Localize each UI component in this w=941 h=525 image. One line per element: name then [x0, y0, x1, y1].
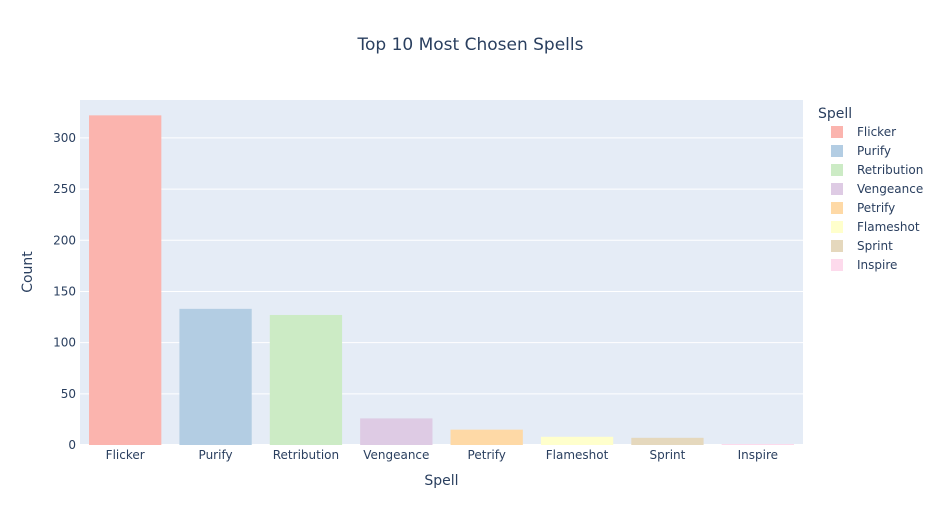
x-tick-label: Sprint — [650, 448, 686, 462]
legend: Spell Flicker Purify Retribution Vengeance P… — [818, 106, 923, 272]
x-tick-label: Purify — [199, 448, 233, 462]
legend-item-vengeance[interactable]: Vengeance — [831, 182, 923, 196]
y-tick-label: 100 — [53, 336, 76, 350]
x-tick-label: Petrify — [468, 448, 506, 462]
bar-flameshot[interactable] — [540, 436, 614, 445]
y-tick-label: 200 — [53, 233, 76, 247]
legend-item-flameshot[interactable]: Flameshot — [831, 220, 920, 234]
legend-label: Petrify — [857, 201, 895, 215]
legend-label: Vengeance — [857, 182, 923, 196]
y-tick-label: 300 — [53, 131, 76, 145]
y-tick-label: 150 — [53, 284, 76, 298]
bar-retribution[interactable] — [269, 314, 343, 445]
legend-swatch — [831, 221, 843, 233]
y-tick-label: 250 — [53, 182, 76, 196]
bar-inspire[interactable] — [721, 443, 794, 445]
legend-item-purify[interactable]: Purify — [831, 144, 891, 158]
y-axis-title: Count — [20, 251, 36, 293]
bars — [89, 115, 794, 446]
legend-label: Flameshot — [857, 220, 920, 234]
legend-swatch — [831, 240, 843, 252]
bar-vengeance[interactable] — [360, 418, 433, 445]
x-tick-label: Flicker — [106, 448, 145, 462]
y-axis-ticks: 0 50 100 150 200 250 300 — [53, 131, 76, 452]
legend-item-flicker[interactable]: Flicker — [831, 125, 896, 139]
legend-title: Spell — [818, 106, 852, 122]
bar-petrify[interactable] — [450, 429, 523, 445]
x-axis-ticks: Flicker Purify Retribution Vengeance Petrify… — [106, 448, 778, 462]
legend-label: Inspire — [857, 258, 897, 272]
x-axis-title: Spell — [424, 473, 458, 489]
legend-label: Retribution — [857, 163, 923, 177]
x-tick-label: Retribution — [273, 448, 339, 462]
x-tick-label: Vengeance — [363, 448, 429, 462]
legend-item-petrify[interactable]: Petrify — [831, 201, 895, 215]
legend-swatch — [831, 183, 843, 195]
chart-title: Top 10 Most Chosen Spells — [356, 35, 583, 55]
bar-sprint[interactable] — [631, 437, 704, 445]
x-tick-label: Flameshot — [546, 448, 609, 462]
legend-swatch — [831, 126, 843, 138]
legend-swatch — [831, 164, 843, 176]
bar-purify[interactable] — [179, 308, 252, 445]
legend-label: Flicker — [857, 125, 896, 139]
legend-swatch — [831, 259, 843, 271]
legend-swatch — [831, 145, 843, 157]
x-tick-label: Inspire — [738, 448, 778, 462]
legend-swatch — [831, 202, 843, 214]
bar-flicker[interactable] — [89, 115, 162, 446]
legend-label: Sprint — [857, 239, 893, 253]
legend-label: Purify — [857, 144, 891, 158]
y-tick-label: 0 — [68, 438, 76, 452]
y-tick-label: 50 — [61, 387, 76, 401]
legend-item-sprint[interactable]: Sprint — [831, 239, 893, 253]
legend-item-retribution[interactable]: Retribution — [831, 163, 923, 177]
legend-item-inspire[interactable]: Inspire — [831, 258, 897, 272]
